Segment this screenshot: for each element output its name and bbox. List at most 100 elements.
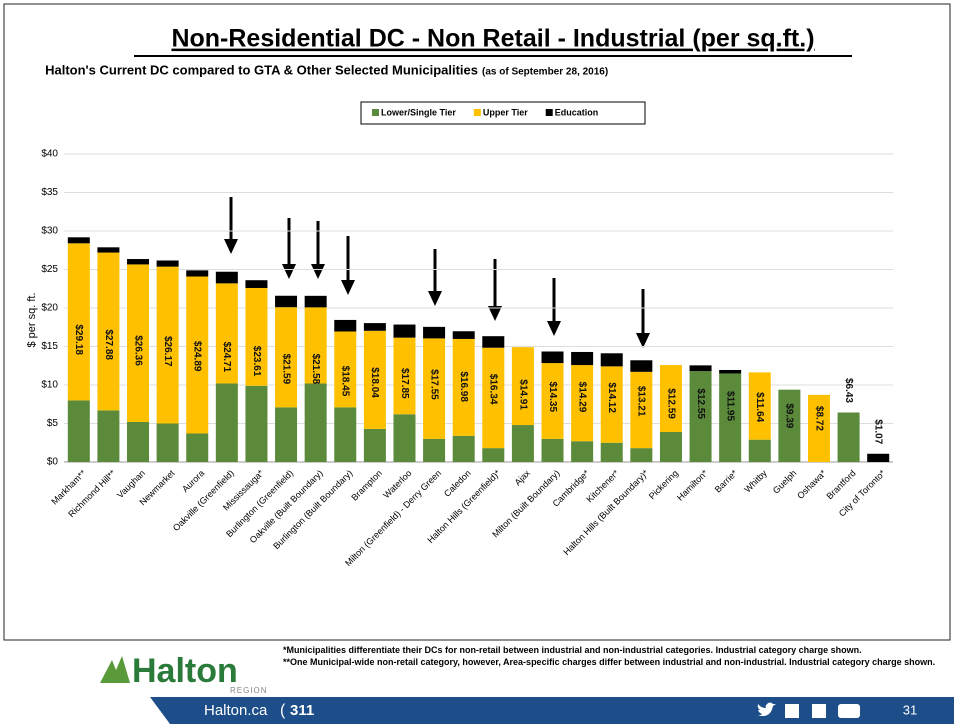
bar-segment	[334, 319, 357, 332]
value-label: $29.18	[73, 324, 84, 355]
bar-segment	[659, 365, 682, 432]
bar-segment	[156, 260, 179, 267]
arrows	[224, 197, 650, 348]
phone-icon: (	[280, 702, 286, 719]
y-tick-label: $30	[41, 226, 58, 237]
y-tick-label: $40	[41, 149, 58, 160]
bar-segment	[245, 287, 268, 386]
bar-segment	[630, 360, 653, 372]
bar-segment	[748, 372, 771, 440]
legend-label: Upper Tier	[483, 107, 528, 117]
bar-segment	[600, 353, 623, 367]
y-tick-label: $25	[41, 264, 58, 275]
bar-segment	[600, 366, 623, 443]
bar-segment	[245, 280, 268, 288]
bar-segment	[304, 383, 327, 462]
bar-segment	[423, 326, 446, 339]
bar-segment	[423, 338, 446, 439]
y-tick-label: $15	[41, 341, 58, 352]
bar-segment	[659, 431, 682, 462]
footer-website[interactable]: Halton.ca	[204, 702, 268, 719]
value-label: $13.21	[636, 386, 647, 417]
bar-segment	[571, 365, 594, 442]
value-label: $18.04	[369, 367, 380, 398]
x-tick-label: Oshawa*	[795, 468, 828, 501]
value-label: $14.91	[517, 379, 528, 410]
bar-segment	[275, 295, 298, 308]
value-label: $24.89	[192, 341, 203, 372]
bar-segment	[304, 295, 327, 308]
chart-title: Non-Residential DC - Non Retail - Indust…	[171, 25, 814, 53]
value-label: $17.55	[428, 369, 439, 400]
bar-segment	[452, 435, 475, 462]
value-label: $27.88	[103, 329, 114, 360]
bar-segment	[97, 252, 120, 411]
y-axis-label: $ per sq. ft.	[26, 292, 38, 347]
value-label: $11.95	[725, 391, 736, 421]
bar-segment	[127, 259, 150, 265]
bar-segment	[452, 338, 475, 436]
bar-segment	[67, 237, 90, 244]
y-tick-label: $20	[41, 303, 58, 314]
bar-segment	[97, 410, 120, 462]
bar-segment	[215, 383, 238, 462]
bar-segment	[719, 369, 742, 374]
value-label: $23.61	[251, 346, 262, 377]
value-label: $1.07	[873, 419, 884, 444]
chart-subtitle: Halton's Current DC compared to GTA & Ot…	[45, 62, 478, 77]
value-label: $21.59	[280, 354, 291, 385]
logo-text: Halton	[132, 652, 238, 690]
legend-box	[360, 101, 646, 125]
bar-segment	[689, 365, 712, 372]
y-tick-label: $0	[47, 457, 59, 468]
bar-segment	[423, 438, 446, 462]
bar-segment	[245, 385, 268, 462]
bar-segment	[215, 283, 238, 384]
bar-segment	[127, 264, 150, 422]
value-label: $14.35	[547, 381, 558, 412]
value-label: $9.39	[784, 403, 795, 428]
x-tick-label: Aurora	[180, 468, 206, 494]
bar-segment	[511, 347, 534, 426]
value-label: $26.17	[162, 336, 173, 367]
bar-segment	[482, 336, 505, 348]
legend-label: Education	[555, 107, 599, 117]
bar-segment	[127, 421, 150, 462]
y-tick-label: $35	[41, 187, 58, 198]
bar-segment	[837, 412, 860, 462]
bar-segment	[689, 371, 712, 462]
bar-segment	[807, 394, 830, 462]
bar-segment	[393, 337, 416, 415]
legend-swatch	[473, 109, 481, 116]
value-label: $14.12	[606, 382, 617, 413]
bar-segment	[511, 425, 534, 462]
legend-swatch	[545, 109, 553, 116]
bar-segment	[334, 407, 357, 462]
bar-segment	[186, 270, 209, 277]
page-number: 31	[903, 702, 917, 717]
x-tick-label: Guelph	[771, 468, 799, 496]
value-label: $12.59	[665, 388, 676, 419]
x-tick-label: Whitby	[742, 468, 769, 495]
social-icons[interactable]	[757, 702, 860, 719]
bar-segment	[748, 439, 771, 462]
legend-label: Lower/Single Tier	[381, 107, 456, 117]
bar-segment	[541, 351, 564, 364]
value-label: $26.36	[132, 335, 143, 366]
value-label: $16.98	[458, 371, 469, 402]
bar-segment	[541, 363, 564, 439]
value-label: $11.64	[754, 392, 765, 422]
logo-sub: REGION	[230, 686, 268, 695]
bar-segment	[67, 243, 90, 401]
bar-segment	[304, 307, 327, 384]
bar-segment	[393, 324, 416, 338]
bar-segment	[363, 323, 386, 331]
bar-segment	[482, 347, 505, 449]
x-tick-label: Hamilton*	[675, 468, 710, 503]
bar-segment	[334, 331, 357, 408]
frame	[3, 3, 951, 641]
bar-segment	[452, 331, 475, 339]
value-label: $16.34	[488, 374, 499, 405]
